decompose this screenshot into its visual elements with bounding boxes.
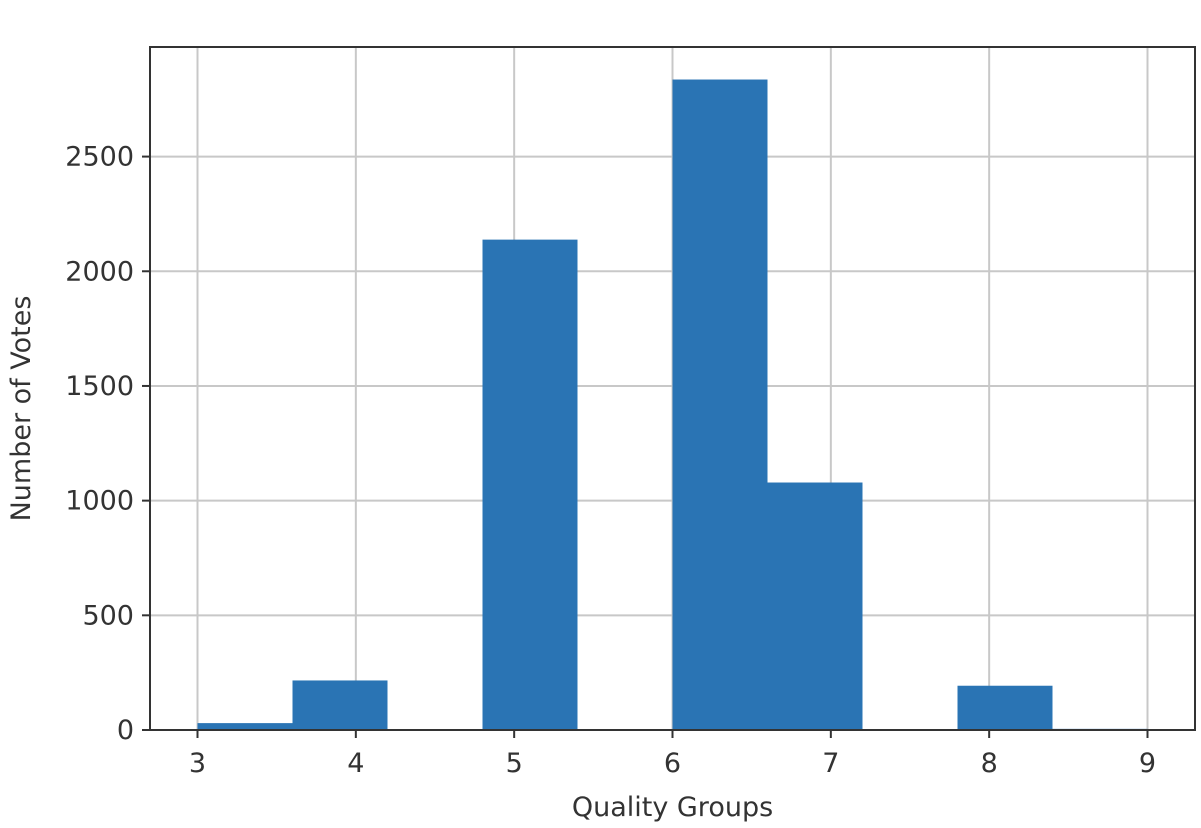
histogram-bars	[197, 79, 1148, 731]
x-tick-label-6: 6	[664, 748, 681, 779]
axis-tick-labels: 3 4 5 6 7 8 9 0 500 1000 1500 2000 2500	[65, 142, 1156, 779]
x-tick-label-7: 7	[822, 748, 839, 779]
y-tick-label-2500: 2500	[65, 142, 134, 173]
histogram-bar-3	[482, 239, 578, 730]
histogram-bar-1	[292, 680, 388, 730]
histogram-bar-6	[767, 482, 863, 730]
y-axis-title: Number of Votes	[6, 296, 37, 522]
histogram-bar-8	[957, 685, 1053, 730]
y-tick-label-500: 500	[82, 600, 134, 631]
x-tick-label-8: 8	[981, 748, 998, 779]
x-tick-label-4: 4	[347, 748, 364, 779]
y-tick-label-2000: 2000	[65, 256, 134, 287]
histogram-bar-5	[672, 79, 768, 731]
axis-ticks	[142, 155, 1149, 738]
y-tick-label-1000: 1000	[65, 486, 134, 517]
y-tick-label-0: 0	[117, 715, 134, 746]
x-tick-label-5: 5	[506, 748, 523, 779]
x-tick-label-3: 3	[189, 748, 206, 779]
histogram-bar-0	[197, 723, 293, 730]
y-tick-label-1500: 1500	[65, 371, 134, 402]
x-tick-label-9: 9	[1139, 748, 1156, 779]
x-axis-title: Quality Groups	[572, 792, 773, 823]
